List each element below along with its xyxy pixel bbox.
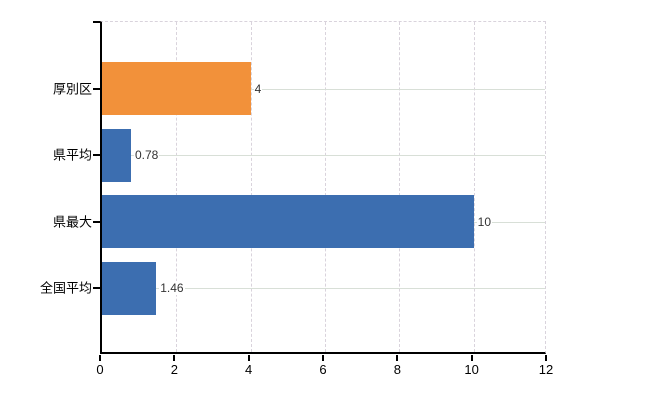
bar-value-label: 10 — [476, 214, 493, 229]
x-axis-tick-label: 10 — [464, 362, 479, 377]
y-axis-tick — [93, 154, 100, 157]
x-axis-tick-label: 8 — [393, 362, 401, 377]
y-axis-category-label: 厚別区 — [52, 81, 92, 97]
x-axis-tick — [545, 355, 547, 361]
bar — [102, 195, 474, 249]
bar — [102, 62, 251, 116]
bar — [102, 128, 131, 182]
y-axis-tick — [93, 21, 100, 23]
y-axis-category-label: 県平均 — [52, 147, 92, 163]
x-axis-tick-label: 12 — [538, 362, 554, 377]
plot-area: 4 0.78 10 1.46 — [93, 21, 546, 354]
y-axis-category-label: 全国平均 — [39, 280, 92, 296]
horizontal-gridline — [102, 88, 545, 90]
x-axis-tick — [322, 355, 324, 361]
x-axis-tick-label: 6 — [319, 362, 327, 377]
y-axis-tick — [93, 287, 100, 290]
x-axis-tick — [99, 355, 101, 361]
vertical-gridline — [250, 22, 252, 352]
x-axis-tick — [173, 355, 176, 361]
y-axis-category-label: 県最大 — [52, 214, 92, 230]
horizontal-gridline — [102, 155, 545, 157]
bar-value-label: 4 — [253, 81, 263, 96]
x-axis-tick-label: 4 — [245, 362, 253, 377]
x-axis-tick — [247, 355, 250, 361]
vertical-gridline — [176, 22, 178, 352]
y-axis-tick — [93, 87, 100, 90]
vertical-gridline — [399, 22, 401, 352]
bar-value-label: 1.46 — [159, 281, 185, 296]
y-axis-tick — [93, 220, 100, 223]
bar — [102, 261, 157, 315]
x-axis-tick-label: 0 — [96, 362, 104, 377]
horizontal-gridline — [102, 288, 545, 290]
vertical-gridline — [473, 22, 475, 352]
bar-value-label: 0.78 — [133, 148, 160, 163]
x-axis-tick — [396, 355, 399, 361]
vertical-gridline — [325, 22, 326, 352]
x-axis-tick-label: 2 — [170, 362, 178, 377]
x-axis-tick — [470, 355, 473, 361]
